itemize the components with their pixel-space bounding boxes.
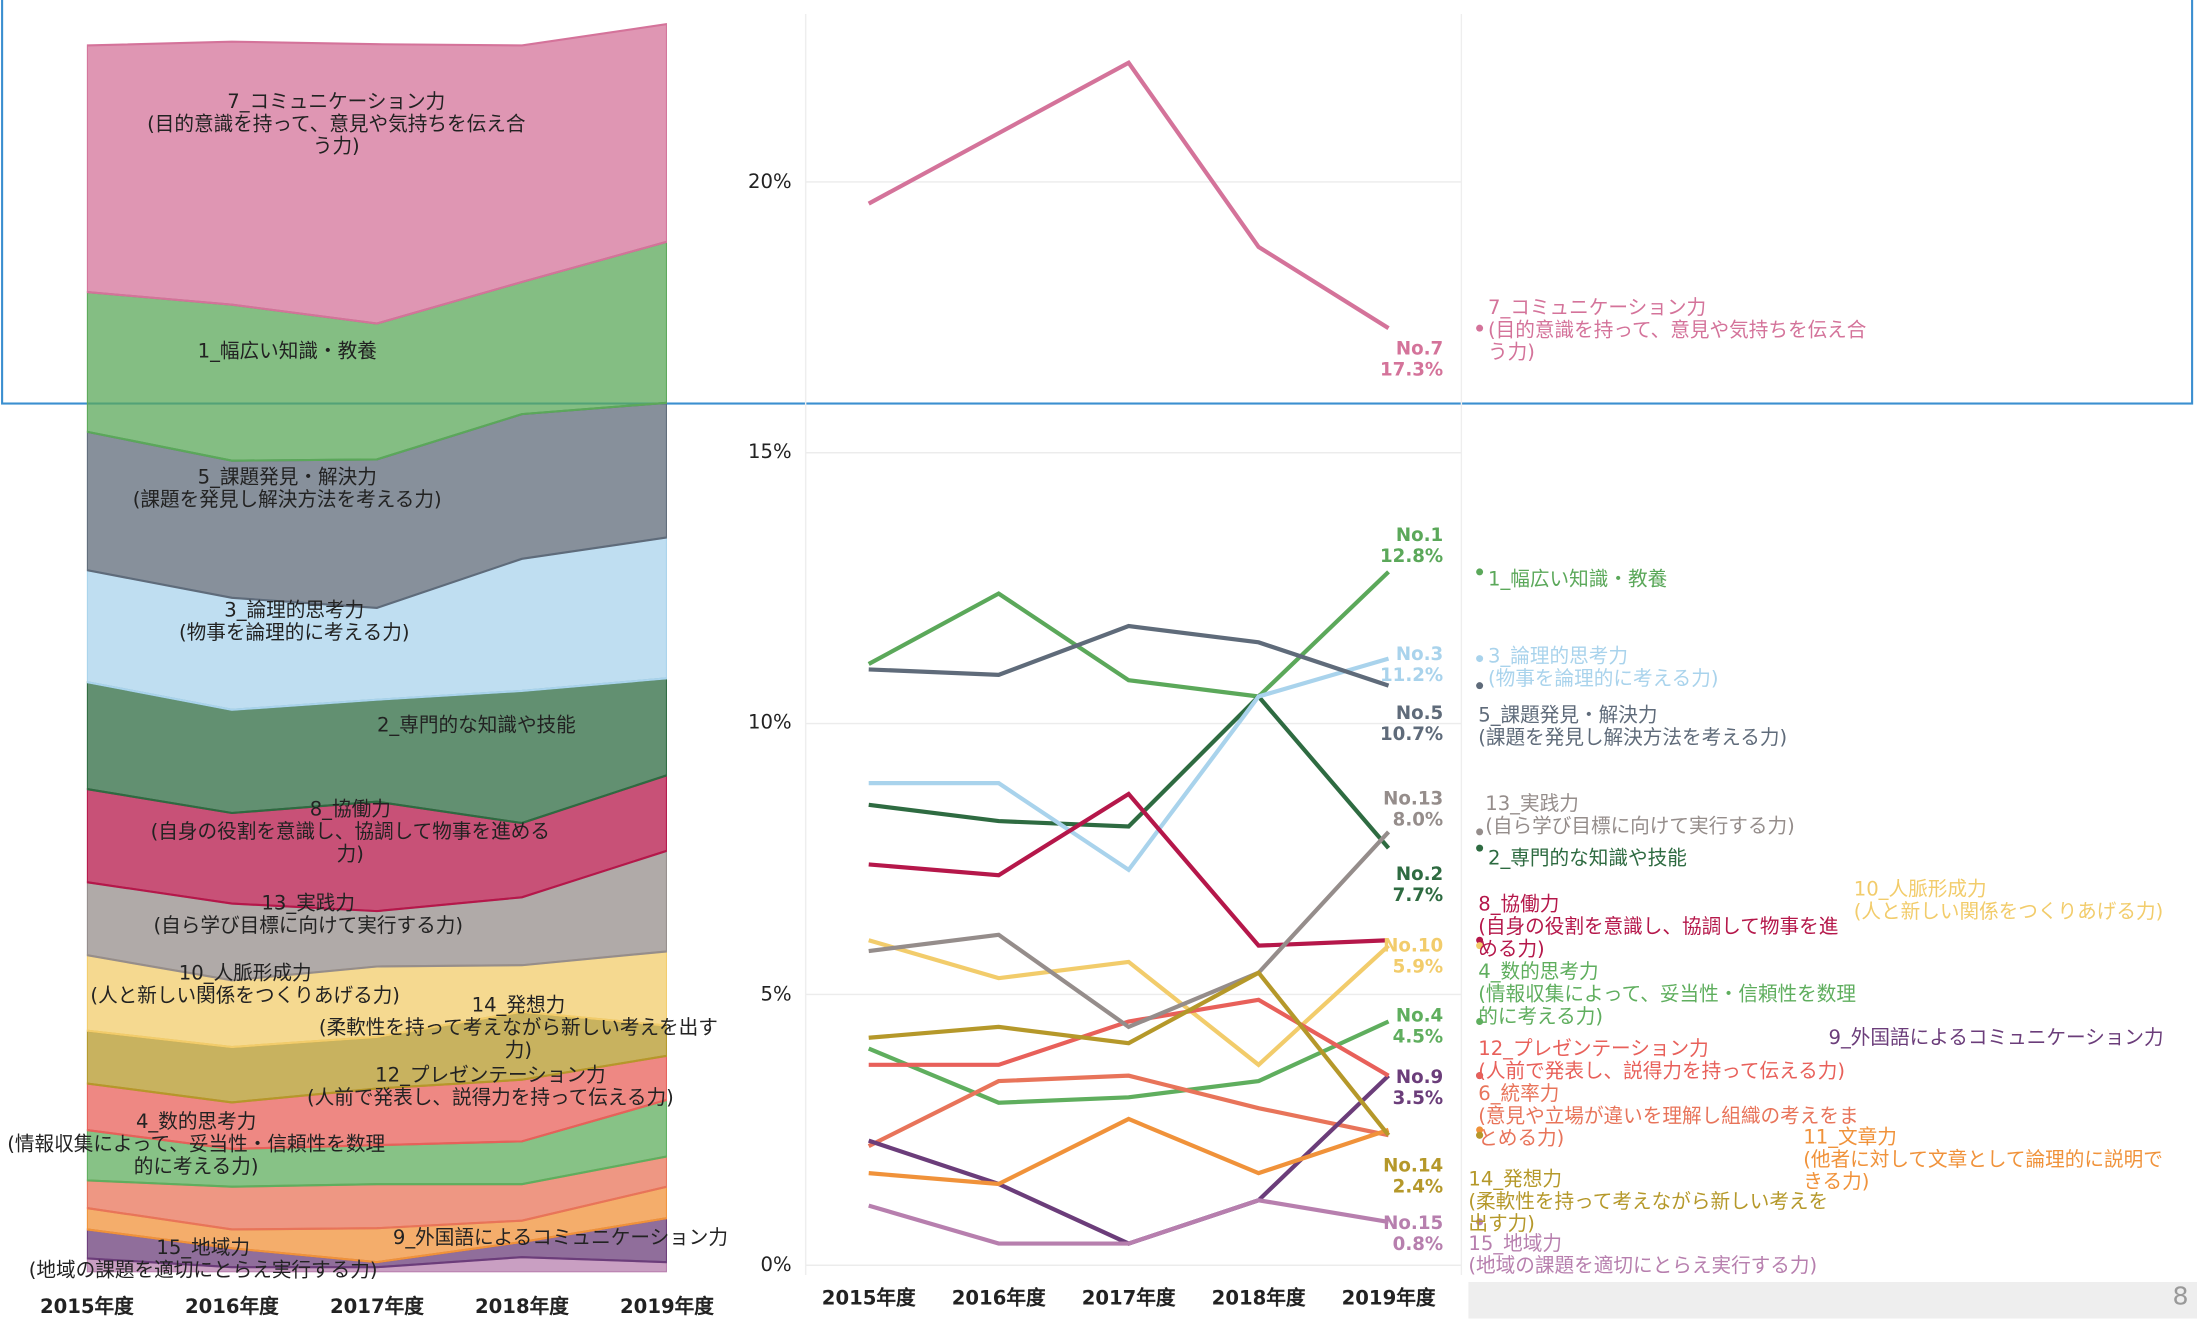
legend-label: 11_文章力 (他者に対して文章として論理的に説明できる力) <box>1803 1126 2163 1194</box>
x-tick-label: 2018年度 <box>475 1296 569 1319</box>
line <box>868 693 1391 850</box>
legend-label: 9_外国語によるコミュニケーション力 <box>1828 1027 2164 1050</box>
legend-dot <box>1476 1017 1484 1025</box>
legend-label: 8_協働力 (自身の役割を意識し、協調して物事を進める力) <box>1478 893 1839 962</box>
legend-label: 15_地域力 (地域の課題を適切にとらえ実行する力) <box>1468 1233 1818 1278</box>
y-tick-label: 5% <box>760 983 792 1006</box>
y-tick-label: 20% <box>748 170 792 194</box>
line <box>867 570 1390 699</box>
legend-dot <box>1476 1072 1484 1080</box>
end-id: No.7 <box>1395 339 1444 361</box>
line <box>868 1116 1390 1187</box>
end-id: No.14 <box>1383 1155 1444 1177</box>
legend-label: 6_統率力 (意見や立場が違いを理解し組織の考えをまとめる力) <box>1478 1083 1859 1151</box>
area-group <box>86 23 667 1273</box>
x-tick-label: 2017年度 <box>329 1296 424 1319</box>
legend-label: 7_コミュニケーション力 (目的意識を持って、意見や気持ちを伝え合う力) <box>1488 297 1867 365</box>
line <box>867 60 1390 330</box>
legend-dot <box>1476 1131 1484 1139</box>
legend-label: 14_発想力 (柔軟性を持って考えながら新しい考えを出す力) <box>1468 1168 1829 1236</box>
legend-label: 3_論理的思考力 (物事を論理的に考える力) <box>1488 645 1719 691</box>
x-tick-label: 2017年度 <box>1081 1287 1176 1311</box>
legend-label: 13_実践力 (自ら学び目標に向けて実行する力) <box>1485 793 1795 838</box>
area-label: 14_発想力 (柔軟性を持って考えながら新しい考えを出す力) <box>318 994 718 1063</box>
legend-dot <box>1476 682 1484 690</box>
area <box>86 23 667 325</box>
x-tick-label: 2015年度 <box>821 1287 916 1311</box>
legend-label: 2_専門的な知識や技能 <box>1488 847 1687 871</box>
x-tick-label: 2016年度 <box>951 1287 1046 1311</box>
end-value: 17.3% <box>1379 360 1444 382</box>
legend-dot <box>1476 1126 1484 1134</box>
end-value: 0.8% <box>1392 1234 1444 1256</box>
end-id: No.9 <box>1395 1067 1444 1089</box>
area-label: 13_実践力 (自ら学び目標に向けて実行する力) <box>153 892 464 938</box>
end-value: 5.9% <box>1392 956 1444 979</box>
line <box>867 1073 1389 1148</box>
end-id: No.2 <box>1395 864 1444 886</box>
area-label: 5_課題発見・解決力 (課題を発見し解決方法を考える力) <box>132 466 442 512</box>
legend-dot <box>1476 1218 1484 1226</box>
end-value: 7.7% <box>1392 885 1444 907</box>
legend-dot <box>1476 655 1484 663</box>
legend-label: 4_数的思考力 (情報収集によって、妥当性・信頼性を数理的に考える力) <box>1478 961 1857 1029</box>
legend-dot <box>1476 936 1484 944</box>
end-value: 11.2% <box>1379 665 1444 687</box>
area-label: 4_数的思考力 (情報収集によって、妥当性・信頼性を数理的に考える力) <box>7 1111 386 1179</box>
line <box>868 791 1389 948</box>
legend-label: 5_課題発見・解決力 (課題を発見し解決方法を考える力) <box>1478 704 1788 750</box>
area-label: 7_コミュニケーション力 (目的意識を持って、意見や気持ちを伝え合う力) <box>147 91 526 159</box>
end-id: No.15 <box>1383 1213 1444 1235</box>
line <box>868 830 1391 1030</box>
end-id: No.10 <box>1383 935 1444 957</box>
end-value: 3.5% <box>1392 1088 1444 1110</box>
legend-dot <box>1476 828 1484 836</box>
end-id: No.13 <box>1383 788 1444 810</box>
legend-label: 12_プレゼンテーション力 (人前で発表し、説得力を持って伝える力) <box>1478 1038 1846 1084</box>
legend-dot <box>1476 942 1484 950</box>
area-label: 8_協働力 (自身の役割を意識し、協調して物事を進める力) <box>150 798 550 866</box>
area-label: 2_専門的な知識や技能 <box>376 714 576 738</box>
end-id: No.5 <box>1395 703 1444 725</box>
y-tick-label: 10% <box>748 712 792 735</box>
x-tick-label: 2019年度 <box>1341 1287 1436 1311</box>
x-tick-label: 2019年度 <box>620 1296 714 1319</box>
x-tick-label: 2018年度 <box>1211 1287 1306 1311</box>
area-label: 1_幅広い知識・教養 <box>197 340 377 363</box>
end-value: 8.0% <box>1392 809 1444 831</box>
panel <box>1468 1282 2197 1319</box>
line <box>868 1074 1390 1246</box>
end-value: 10.7% <box>1379 724 1444 746</box>
legend-label: 1_幅広い知識・教養 <box>1488 568 1668 592</box>
x-tick-label: 2016年度 <box>184 1296 279 1319</box>
legend-dot <box>1476 568 1484 576</box>
area-label: 15_地域力 (地域の課題を適切にとらえ実行する力) <box>28 1237 378 1283</box>
line <box>867 1019 1390 1105</box>
area-label: 3_論理的思考力 (物事を論理的に考える力) <box>178 599 410 645</box>
end-value: 4.5% <box>1392 1027 1444 1049</box>
legend-label: 10_人脈形成力 (人と新しい関係をつくりあげる力) <box>1853 878 2164 924</box>
end-value: 2.4% <box>1392 1176 1444 1198</box>
area-label: 10_人脈形成力 (人と新しい関係をつくりあげる力) <box>90 962 400 1008</box>
end-id: No.3 <box>1395 644 1444 666</box>
area-label: 9_外国語によるコミュニケーション力 <box>392 1227 729 1250</box>
y-tick-label: 0% <box>760 1254 792 1277</box>
end-id: No.1 <box>1395 525 1444 547</box>
line <box>868 938 1390 1068</box>
end-id: No.4 <box>1395 1006 1444 1028</box>
x-tick-label: 2015年度 <box>39 1296 134 1319</box>
page-number: 8 <box>2172 1282 2189 1312</box>
line <box>868 1198 1389 1246</box>
legend-dot <box>1476 844 1484 852</box>
line <box>868 970 1391 1137</box>
line <box>868 656 1390 873</box>
area-label: 12_プレゼンテーション力 (人前で発表し、説得力を持って伝える力) <box>306 1064 674 1110</box>
line <box>868 623 1390 688</box>
y-tick-label: 15% <box>748 441 792 464</box>
legend-dot <box>1476 324 1484 332</box>
end-value: 12.8% <box>1379 546 1444 568</box>
frame <box>1 0 2194 405</box>
